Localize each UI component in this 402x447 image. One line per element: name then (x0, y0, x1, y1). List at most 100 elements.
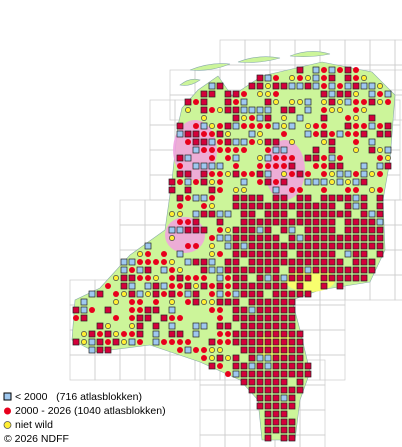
record-square (152, 290, 160, 298)
record-square (272, 386, 280, 394)
record-square (128, 274, 136, 282)
not-wild-dot (289, 99, 295, 105)
record-square (192, 258, 200, 266)
not-wild-dot (329, 179, 335, 185)
record-square-old (344, 170, 352, 178)
record-square (344, 242, 352, 250)
record-square (264, 98, 272, 106)
record-square (248, 194, 256, 202)
record-square-old (200, 322, 208, 330)
record-square (192, 138, 200, 146)
record-square (248, 346, 256, 354)
record-square (280, 426, 288, 434)
not-wild-dot (185, 107, 191, 113)
not-wild-dot (337, 99, 343, 105)
record-dot (209, 155, 215, 161)
grid-cell (299, 434, 326, 447)
record-square (336, 194, 344, 202)
record-square (72, 338, 80, 346)
record-square (248, 330, 256, 338)
record-square (296, 258, 304, 266)
record-square (272, 266, 280, 274)
record-square (264, 322, 272, 330)
not-wild-dot (257, 91, 263, 97)
record-square (320, 234, 328, 242)
record-square (256, 354, 264, 362)
record-square (200, 106, 208, 114)
record-square (264, 258, 272, 266)
record-square (360, 178, 368, 186)
record-square (336, 242, 344, 250)
record-square (176, 154, 184, 162)
record-square (328, 218, 336, 226)
record-square (184, 98, 192, 106)
record-square (240, 218, 248, 226)
legend-icon-not-wild (3, 421, 12, 429)
record-square (288, 258, 296, 266)
record-square (280, 282, 288, 290)
record-square (224, 138, 232, 146)
record-square (224, 90, 232, 98)
record-square (288, 386, 296, 394)
grid-cell (119, 224, 146, 251)
not-wild-dot (169, 211, 175, 217)
record-square (312, 266, 320, 274)
record-square-old (376, 162, 384, 170)
record-square-old (240, 98, 248, 106)
not-wild-dot (217, 347, 223, 353)
grid-cell (149, 149, 176, 176)
record-square-old (192, 162, 200, 170)
record-square (280, 306, 288, 314)
record-square (360, 266, 368, 274)
record-square (248, 202, 256, 210)
record-square (184, 170, 192, 178)
record-square (296, 242, 304, 250)
grid-cell (319, 354, 346, 381)
record-square (320, 250, 328, 258)
record-square (304, 250, 312, 258)
record-square-old (328, 154, 336, 162)
record-square-old (192, 210, 200, 218)
record-dot (225, 331, 231, 337)
record-dot (273, 91, 279, 97)
record-square (144, 266, 152, 274)
record-square-old (336, 130, 344, 138)
record-square (360, 226, 368, 234)
record-square-old (304, 106, 312, 114)
record-square (336, 162, 344, 170)
record-square-old (160, 266, 168, 274)
record-square (216, 82, 224, 90)
record-dot (233, 163, 239, 169)
record-square (344, 210, 352, 218)
record-square (240, 346, 248, 354)
record-square (328, 258, 336, 266)
record-square-old (336, 178, 344, 186)
record-square (360, 242, 368, 250)
record-square (272, 402, 280, 410)
grid-cell (199, 384, 226, 411)
record-square (96, 338, 104, 346)
not-wild-dot (345, 179, 351, 185)
record-square (336, 210, 344, 218)
record-square (208, 338, 216, 346)
record-dot (273, 163, 279, 169)
record-square-old (176, 250, 184, 258)
record-square-old (216, 234, 224, 242)
record-square-old (224, 210, 232, 218)
record-square (288, 362, 296, 370)
not-wild-dot (353, 115, 359, 121)
record-dot (265, 123, 271, 129)
record-square (232, 274, 240, 282)
record-square (256, 378, 264, 386)
record-square-old (328, 66, 336, 74)
record-dot (161, 291, 167, 297)
record-square (256, 298, 264, 306)
record-square (336, 90, 344, 98)
grid-cell (224, 409, 251, 436)
not-wild-dot (289, 139, 295, 145)
record-square (368, 114, 376, 122)
record-dot (353, 139, 359, 145)
record-square (232, 338, 240, 346)
record-square-old (280, 146, 288, 154)
record-square (280, 210, 288, 218)
